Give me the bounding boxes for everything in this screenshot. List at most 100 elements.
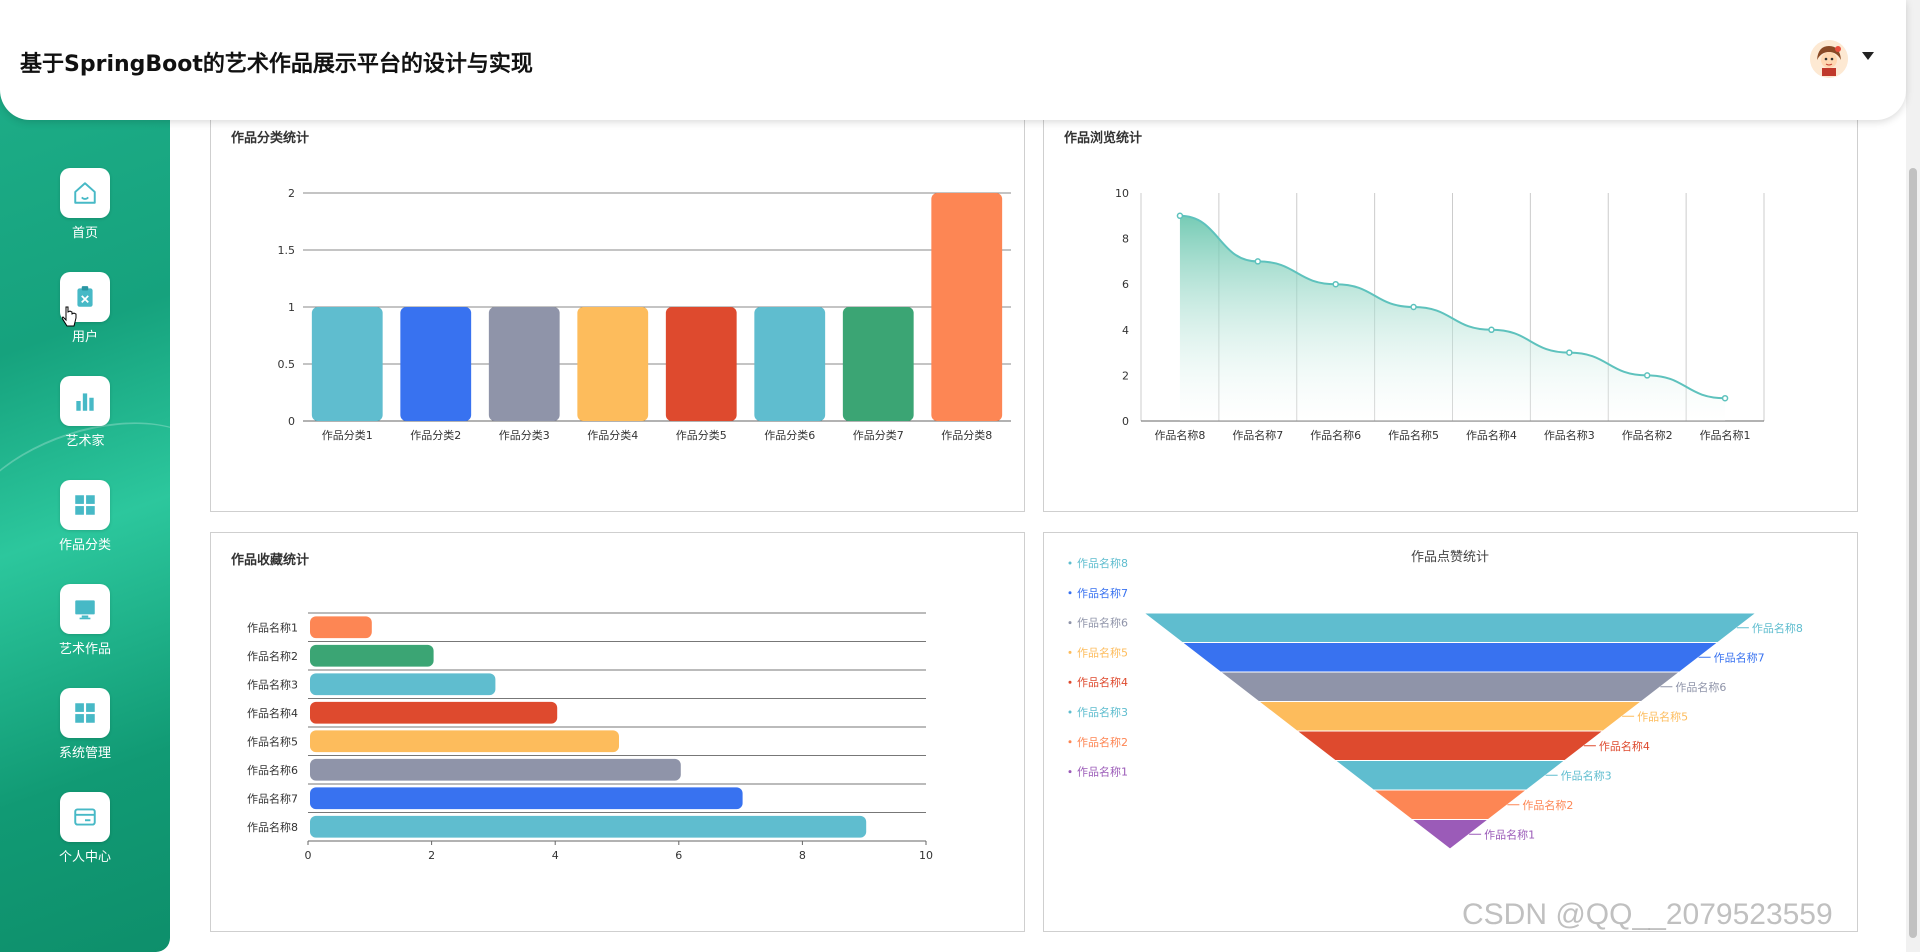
data-label: 作品名称2: [1522, 798, 1573, 812]
bar: [842, 307, 914, 421]
legend-marker: [1068, 740, 1072, 744]
sidebar-item-system[interactable]: 系统管理: [0, 688, 170, 761]
x-tick-label: 作品名称1: [1700, 428, 1751, 442]
sidebar-item-label: 作品分类: [58, 538, 111, 553]
x-tick-label: 2: [428, 849, 435, 862]
bar: [665, 307, 737, 421]
x-tick-label: 0: [305, 849, 312, 862]
panel-favorites-chart: 作品收藏统计 作品名称1 作品名称2 作品名称3 作品名称4 作品名称5 作品名称6 作品名…: [210, 532, 1025, 932]
bar-chart-icon: [60, 376, 110, 426]
legend-marker: [1068, 680, 1072, 684]
funnel-segment: [1219, 671, 1681, 702]
x-tick-label: 6: [675, 849, 682, 862]
sidebar-item-categories[interactable]: 作品分类: [0, 480, 170, 553]
monitor-icon: [60, 584, 110, 634]
y-tick-label: 0.5: [278, 358, 296, 371]
y-tick-label: 作品名称5: [247, 734, 298, 748]
scrollbar[interactable]: [1906, 0, 1920, 952]
avatar-image: [1810, 40, 1848, 78]
x-tick-label: 作品名称5: [1388, 428, 1439, 442]
data-label: 作品名称8: [1752, 621, 1803, 635]
y-tick-label: 2: [1122, 369, 1129, 382]
y-tick-label: 作品名称2: [247, 649, 298, 663]
views-area-chart: 0 2 4 6 8 10 作品名称8 作品名称7 作品名称6 作品名称5 作品名称4 作品名称3 作品名…: [1115, 187, 1765, 442]
series-line: [1179, 214, 1726, 400]
x-tick-label: 作品名称2: [1622, 428, 1673, 442]
legend-marker: [1068, 770, 1072, 774]
bar: [754, 307, 826, 421]
y-tick-label: 1: [288, 301, 295, 314]
funnel-segment: [1333, 760, 1567, 791]
panel-views-chart: 作品浏览统计 0 2 4 6 8 10 作品名称8 作品名称7 作品名称6 作品名称5 作品名称4 作…: [1043, 110, 1858, 512]
legend-item: 作品名称8: [1077, 556, 1128, 570]
data-label: 作品名称7: [1714, 650, 1765, 664]
x-tick-label: 8: [799, 849, 806, 862]
bar: [310, 701, 558, 724]
x-tick-label: 作品名称8: [1154, 428, 1205, 442]
y-tick-label: 作品名称7: [247, 791, 298, 805]
x-tick-label: 作品分类7: [853, 428, 904, 442]
avatar[interactable]: [1810, 40, 1848, 78]
legend-item: 作品名称1: [1077, 765, 1128, 779]
funnel-segment: [1372, 789, 1528, 820]
scrollbar-thumb[interactable]: [1909, 168, 1917, 938]
legend-item: 作品名称6: [1077, 616, 1128, 630]
y-tick-label: 10: [1115, 187, 1129, 200]
sidebar-item-label: 个人中心: [58, 850, 111, 865]
data-point: [1721, 394, 1729, 402]
data-label: 作品名称1: [1484, 827, 1535, 841]
sidebar-item-users[interactable]: 用户: [0, 272, 170, 345]
x-tick-label: 作品分类2: [410, 428, 461, 442]
funnel-segment: [1295, 730, 1605, 761]
bar: [577, 307, 649, 421]
y-tick-label: 作品名称8: [247, 820, 298, 834]
sidebar-item-label: 系统管理: [58, 746, 111, 761]
data-point: [1176, 212, 1184, 220]
y-tick-label: 0: [288, 415, 295, 428]
chart-title: 作品浏览统计: [1064, 131, 1143, 146]
sidebar-item-profile[interactable]: 个人中心: [0, 792, 170, 865]
sidebar-item-label: 用户: [71, 330, 98, 345]
y-tick-label: 8: [1122, 233, 1129, 246]
funnel-segment: [1257, 701, 1643, 732]
legend-marker: [1068, 710, 1072, 714]
grid-icon: [60, 480, 110, 530]
sidebar-item-artworks[interactable]: 艺术作品: [0, 584, 170, 657]
x-tick-label: 作品分类6: [764, 428, 815, 442]
category-bar-chart: 0 0.5 1 1.5 2 作品分类1 作品分类2 作品分类3 作品分类4 作品分类5 作品分类6 作…: [278, 187, 1011, 442]
sidebar-item-home[interactable]: 首页: [0, 168, 170, 241]
x-tick-label: 作品名称4: [1466, 428, 1517, 442]
legend-marker: [1068, 650, 1072, 654]
data-label: 作品名称6: [1675, 680, 1726, 694]
y-tick-label: 6: [1122, 278, 1129, 291]
data-point: [1332, 280, 1339, 288]
x-tick-label: 4: [552, 849, 559, 862]
x-tick-label: 10: [919, 849, 933, 862]
funnel-segment: [1180, 642, 1720, 673]
favorites-hbar-chart: 作品名称1 作品名称2 作品名称3 作品名称4 作品名称5 作品名称6 作品名称7 作品名称8…: [247, 612, 933, 862]
data-point: [1410, 303, 1417, 311]
funnel-segment: [1142, 612, 1758, 643]
watermark: CSDN @QQ__2079523559: [1462, 898, 1833, 931]
data-point: [1566, 349, 1573, 356]
bar: [310, 616, 372, 639]
data-point: [1488, 326, 1495, 334]
legend-marker: [1068, 591, 1072, 595]
bar: [310, 758, 681, 781]
legend-item: 作品名称5: [1077, 645, 1128, 659]
sidebar-item-artists[interactable]: 艺术家: [0, 376, 170, 449]
user-menu-dropdown[interactable]: [1862, 52, 1874, 60]
y-tick-label: 1.5: [278, 244, 296, 257]
header: 基于SpringBoot的艺术作品展示平台的设计与实现: [0, 0, 1906, 120]
sidebar-item-label: 艺术作品: [58, 642, 111, 657]
chart-title: 作品分类统计: [231, 131, 310, 146]
data-point: [1254, 258, 1262, 265]
y-tick-label: 作品名称6: [247, 763, 298, 777]
cursor-icon: [62, 306, 77, 327]
bar: [400, 307, 472, 421]
x-tick-label: 作品分类3: [499, 428, 550, 442]
panel-category-chart: 作品分类统计 0 0.5 1 1.5 2 作品分类1 作品分类2 作品分类3 作品分类4 作品分类…: [210, 110, 1025, 512]
x-tick-label: 作品分类5: [676, 428, 727, 442]
chart-title: 作品点赞统计: [1411, 550, 1489, 565]
sidebar-item-label: 首页: [71, 226, 98, 241]
